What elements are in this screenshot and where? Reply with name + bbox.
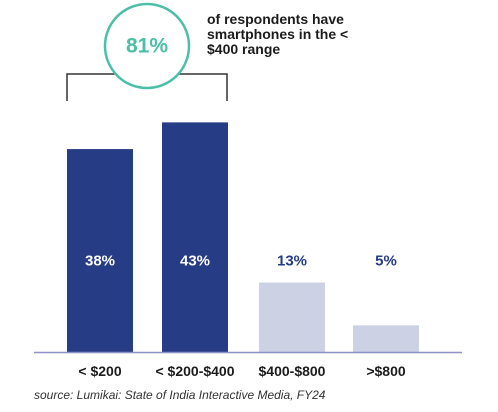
bar-value-label-4: 5% [375,253,397,270]
bars-group [67,122,419,352]
bar-4 [353,325,419,352]
bar-value-label-1: 38% [85,253,115,270]
bar-3 [259,282,325,352]
source-note: source: Lumikai: State of India Interact… [34,388,326,402]
bar-value-label-2: 43% [180,253,210,270]
category-label-2: < $200-$400 [155,363,234,379]
callout-value: 81% [126,35,168,58]
category-labels: < $200 < $200-$400 $400-$800 >$800 [78,363,405,379]
callout-text: of respondents have smartphones in the <… [207,11,349,57]
bar-2 [162,122,228,352]
category-label-4: >$800 [366,363,406,379]
category-label-1: < $200 [78,363,121,379]
bar-1 [67,149,133,352]
bar-value-labels: 38% 43% 13% 5% [85,253,397,270]
category-label-3: $400-$800 [259,363,326,379]
callout-circle [103,2,191,90]
bar-value-label-3: 13% [277,253,307,270]
